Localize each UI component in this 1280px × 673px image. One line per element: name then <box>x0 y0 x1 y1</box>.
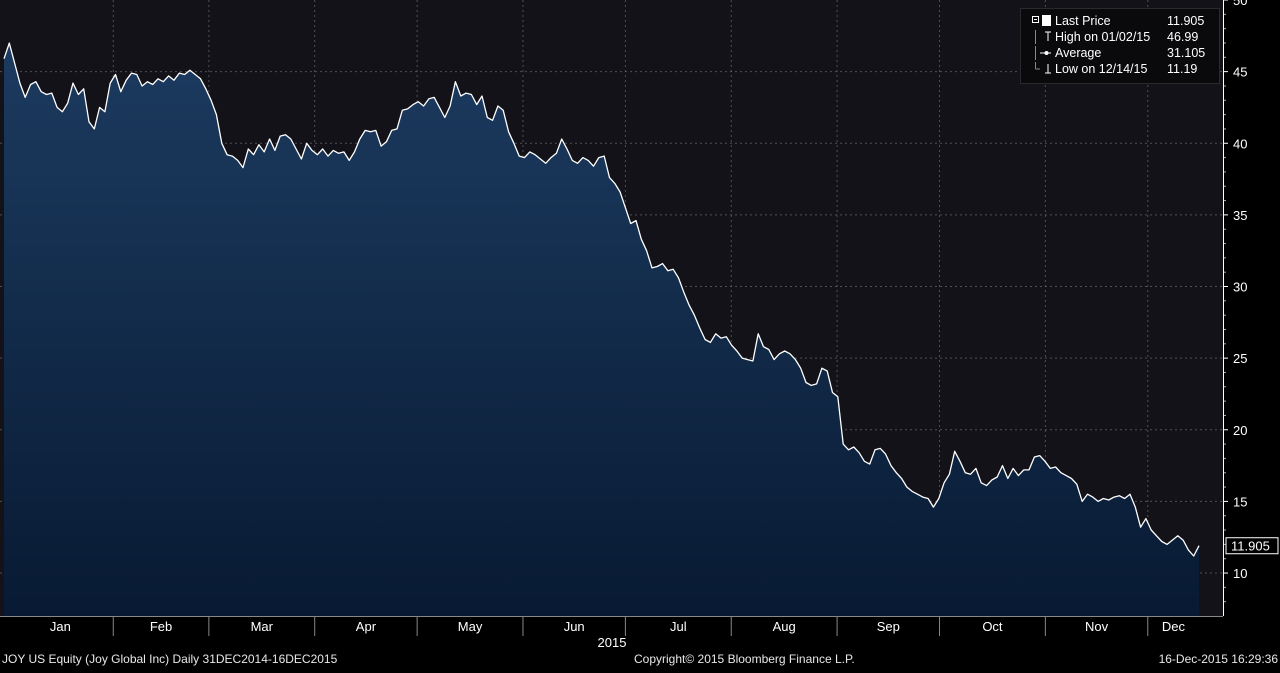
footer-copyright: Copyright© 2015 Bloomberg Finance L.P. <box>634 652 855 666</box>
x-tick-label: Oct <box>982 619 1003 634</box>
legend-box: Last Price 11.905 High on 01/02/15 46.99… <box>1020 8 1220 84</box>
legend-value: 46.99 <box>1167 30 1199 44</box>
legend-item-average: Average 31.105 <box>1029 45 1215 61</box>
y-tick-label: 10 <box>1233 566 1247 581</box>
legend-value: 11.905 <box>1167 14 1205 28</box>
x-tick-label: Dec <box>1162 619 1186 634</box>
legend-label: Last Price <box>1055 14 1111 28</box>
y-tick-label: 20 <box>1233 423 1247 438</box>
y-tick-label: 15 <box>1233 494 1247 509</box>
y-tick-label: 30 <box>1233 280 1247 295</box>
y-tick-label: 40 <box>1233 136 1247 151</box>
x-tick-label: Mar <box>251 619 274 634</box>
y-tick-label: 25 <box>1233 351 1247 366</box>
x-tick-label: Sep <box>877 619 900 634</box>
x-tick-label: Jul <box>670 619 687 634</box>
legend-value: 31.105 <box>1167 46 1206 60</box>
x-year-label: 2015 <box>598 635 627 650</box>
y-tick-label: 50 <box>1233 0 1247 8</box>
legend-item-low: Low on 12/14/15 11.19 <box>1029 61 1215 77</box>
x-tick-label: Nov <box>1085 619 1109 634</box>
low-marker-icon <box>1035 62 1051 74</box>
x-tick-label: Apr <box>356 619 377 634</box>
footer-timestamp: 16-Dec-2015 16:29:36 <box>1158 652 1278 666</box>
legend-label: High on 01/02/15 <box>1055 30 1151 44</box>
x-tick-label: May <box>458 619 483 634</box>
legend-item-last-price: Last Price 11.905 <box>1029 13 1215 29</box>
last-price-box <box>1225 537 1279 555</box>
y-tick-label: 35 <box>1233 208 1247 223</box>
high-marker-icon <box>1035 30 1051 44</box>
average-marker-icon <box>1035 46 1051 60</box>
x-tick-label: Jan <box>50 619 71 634</box>
footer-ticker-info: JOY US Equity (Joy Global Inc) Daily 31D… <box>2 652 338 666</box>
expand-box-icon[interactable] <box>1031 13 1051 29</box>
x-tick-label: Aug <box>773 619 796 634</box>
last-price-label: 11.905 <box>1231 539 1270 554</box>
legend-label: Low on 12/14/15 <box>1055 62 1148 76</box>
legend-value: 11.19 <box>1167 62 1198 76</box>
y-tick-label: 45 <box>1233 65 1247 80</box>
x-tick-label: Jun <box>564 619 585 634</box>
x-tick-label: Feb <box>150 619 172 634</box>
legend-label: Average <box>1055 46 1102 60</box>
price-area-fill <box>4 43 1199 617</box>
price-line <box>3 42 1200 557</box>
legend-item-high: High on 01/02/15 46.99 <box>1029 29 1215 45</box>
